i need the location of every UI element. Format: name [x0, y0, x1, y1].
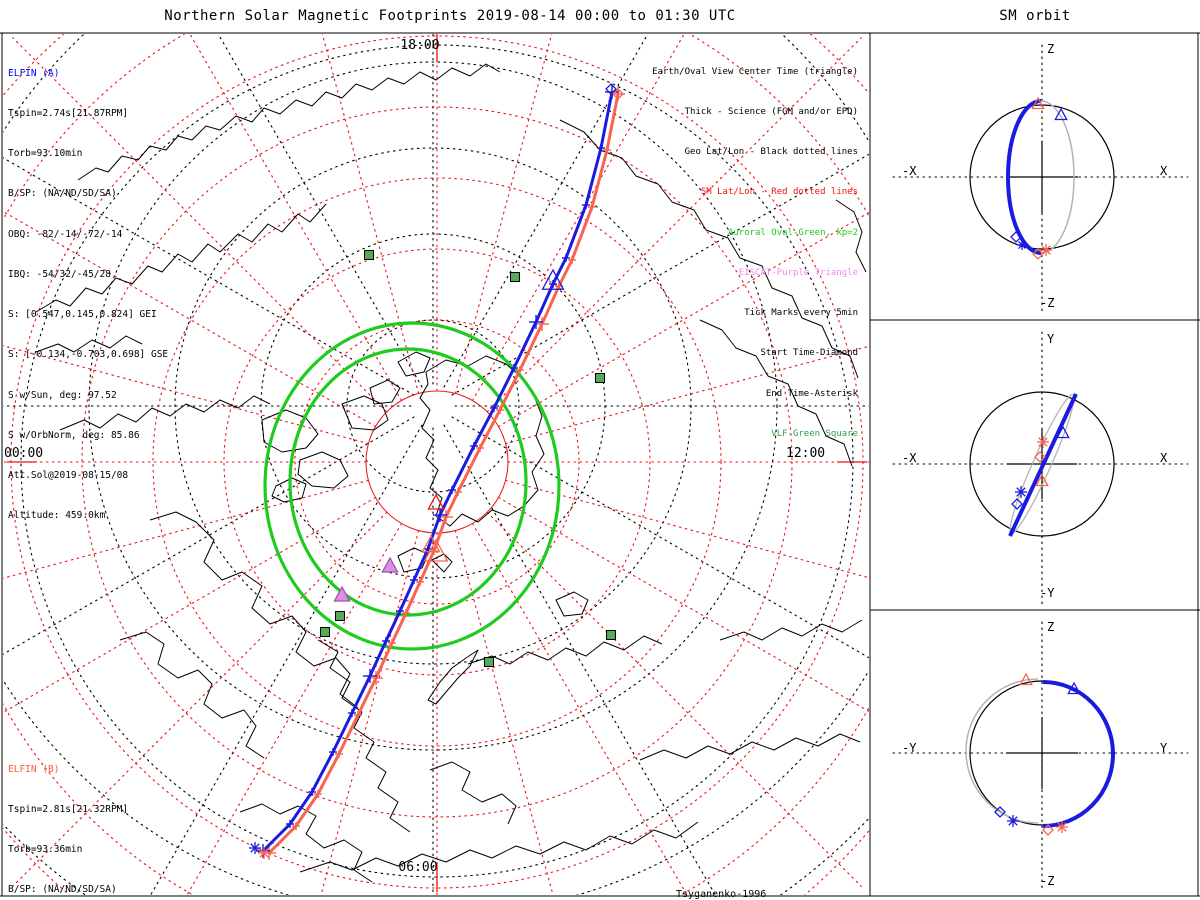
coastline	[297, 451, 349, 489]
axis-label-y-neg-3: -Y	[902, 741, 917, 755]
axis-label-x-neg-1: -X	[902, 164, 917, 178]
mlt-label-06: 06:00	[398, 860, 438, 875]
vlf-square-marker	[320, 627, 330, 637]
footprint-track	[267, 93, 620, 855]
model-name: Tsyganenko-1996	[676, 889, 767, 900]
elfin-a-line: Tspin=2.74s[21.87RPM]	[8, 108, 129, 120]
elfin-a-line: S: [0.547,0.145,0.824] GEI	[8, 309, 157, 321]
page-title: Northern Solar Magnetic Footprints 2019-…	[164, 8, 736, 24]
coastline	[77, 63, 501, 181]
mlt-label-12: 12:00	[786, 446, 826, 461]
elfin-a-title: ELFIN (A)	[8, 67, 60, 79]
sm-orbit-title: SM orbit	[999, 8, 1071, 24]
coastline	[835, 199, 867, 273]
axis-label-y-neg-2: -Y	[1040, 586, 1055, 600]
axis-label-z-pos-3: Z	[1047, 620, 1055, 634]
vlf-square-marker	[606, 630, 616, 640]
legend-item: SM Lat/Lon - Red dotted lines	[700, 187, 858, 198]
vlf-square-marker	[335, 611, 345, 621]
mlt-label-18: 18:00	[400, 38, 440, 53]
coastline	[341, 395, 389, 431]
coastline	[35, 335, 143, 353]
legend-item: Thick - Science (FGM and/or EPD)	[684, 107, 858, 118]
axis-label-y-pos-3: Y	[1160, 741, 1168, 755]
coastline	[639, 733, 861, 761]
auroral-oval	[288, 347, 528, 617]
axis-label-x-pos-2: X	[1160, 451, 1168, 465]
coastline	[261, 409, 319, 453]
sm-orbit-yz	[892, 621, 1189, 891]
elfin-a-line: S w/Sun, deg: 97.52	[8, 389, 117, 401]
coastline	[317, 639, 411, 833]
coastline	[427, 649, 479, 705]
sm-orbit-xy	[892, 331, 1189, 605]
coastline	[149, 511, 359, 709]
axis-label-y-pos-2: Y	[1047, 332, 1055, 346]
axis-label-x-neg-2: -X	[902, 451, 917, 465]
coastline	[271, 477, 307, 503]
sm-orbit-xz	[892, 44, 1189, 315]
coastline	[397, 351, 431, 377]
legend-item: End Time-Asterisk	[765, 388, 858, 399]
elfin-b-line: Tspin=2.81s[21.32RPM]	[8, 804, 129, 816]
elfin-a-line: IBQ: -54/32/-45/28	[8, 268, 111, 280]
polar-map	[3, 34, 869, 895]
coastline	[369, 379, 401, 405]
coastline	[467, 635, 663, 665]
coastline	[119, 631, 265, 759]
elfin-a-line: Torb=93.10min	[8, 148, 83, 160]
vlf-square-marker	[595, 373, 605, 383]
legend-item: Tick Marks every 5min	[744, 308, 858, 319]
legend-item: Earth/Oval View Center Time (triangle)	[652, 66, 858, 77]
coastline	[59, 395, 271, 431]
elfin-a-line: Att.Sol@2019-08-15/08	[8, 470, 129, 481]
elfin-a-line: S: [-0.134,-0.703,0.698] GSE	[8, 349, 169, 361]
axis-label-z-neg-1: -Z	[1040, 296, 1055, 310]
legend-item: Geo Lat/Lon - Black dotted lines	[684, 147, 858, 158]
coastline	[35, 203, 327, 313]
mlt-label-00: 00:00	[4, 446, 44, 461]
elfin-b-line: Torb=93.36min	[8, 844, 83, 856]
coastline	[699, 319, 853, 467]
vlf-square-marker	[510, 272, 520, 282]
coastline	[431, 553, 453, 573]
elfin-b-line: B/SP: (NA/ND/SD/SA)	[8, 884, 117, 896]
elfin-a-line: B/SP: (NA/ND/SD/SA)	[8, 188, 117, 200]
legend-item: EISCAT-Purple Triangle	[738, 267, 858, 278]
coastline	[299, 821, 699, 873]
elfin-a-line: Altitude: 459.0km	[8, 510, 106, 522]
elfin-a-line: S w/OrbNorm, deg: 85.86	[8, 429, 140, 441]
elfin-a-info: ELFIN (A) Tspin=2.74s[21.87RPM] Torb=93.…	[8, 40, 168, 549]
axis-label-x-pos-1: X	[1160, 164, 1168, 178]
axis-label-z-neg-3: -Z	[1040, 874, 1055, 888]
auroral-oval	[263, 321, 561, 651]
model-credit: Tsyganenko-1996 Created: Wed Jan 25 14:2…	[676, 857, 875, 900]
elfin-a-line: OBQ: -82/-14/-72/-14	[8, 228, 123, 240]
legend-item: VLF-Green Square	[771, 428, 858, 439]
coastline	[239, 803, 373, 883]
coastline	[429, 761, 517, 825]
elfin-b-title: ELFIN (B)	[8, 763, 60, 775]
elfin-b-info: ELFIN (B) Tspin=2.81s[21.32RPM] Torb=93.…	[8, 736, 162, 900]
axis-label-z-pos-1: Z	[1047, 42, 1055, 56]
map-legend: Earth/Oval View Center Time (triangle) T…	[652, 39, 858, 468]
vlf-square-marker	[364, 250, 374, 260]
legend-item: Start Time-Diamond	[760, 348, 858, 359]
coastline	[719, 619, 863, 641]
coastline	[559, 119, 859, 379]
vlf-square-marker	[484, 657, 494, 667]
coastline	[555, 591, 589, 617]
legend-item: Auroral Oval-Green, kp=2	[727, 227, 858, 238]
